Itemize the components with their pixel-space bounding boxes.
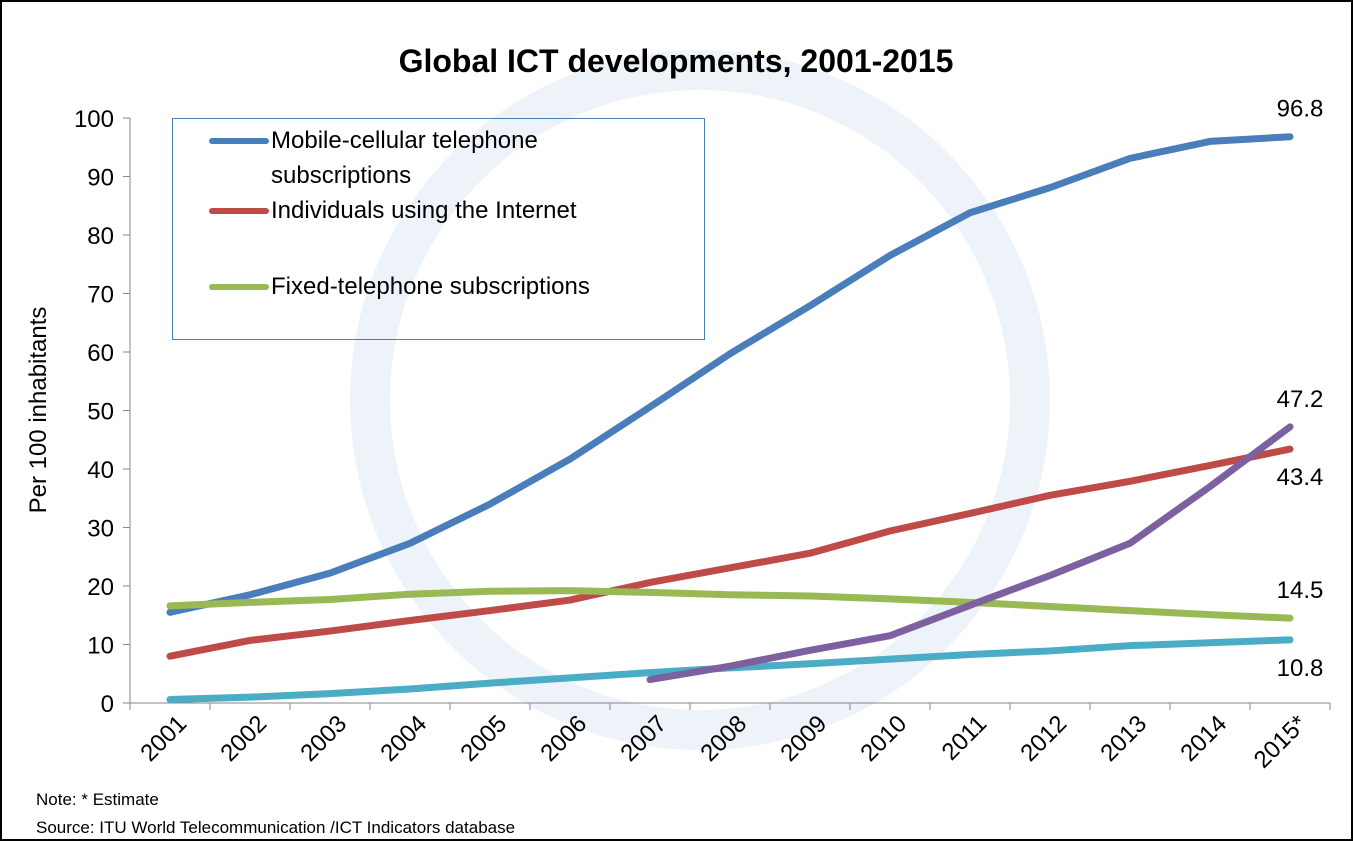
y-tick-label: 10 xyxy=(87,633,114,660)
series-line xyxy=(166,445,1294,660)
legend-swatch xyxy=(209,208,269,214)
y-tick-label: 90 xyxy=(87,165,114,192)
legend-entry: Fixed-telephone subscriptions xyxy=(209,269,629,304)
legend-label: Fixed-telephone subscriptions xyxy=(271,273,590,300)
data-label: 96.8 xyxy=(1277,96,1324,123)
y-tick-label: 20 xyxy=(87,574,114,601)
source: Source: ITU World Telecommunication /ICT… xyxy=(36,818,515,837)
legend-label: Mobile-cellular telephone subscriptions xyxy=(271,127,538,189)
legend-swatch xyxy=(209,138,269,144)
note: Note: * Estimate xyxy=(36,790,159,809)
data-label: 43.4 xyxy=(1277,464,1324,491)
y-tick-label: 70 xyxy=(87,282,114,309)
y-tick-label: 100 xyxy=(74,106,114,133)
y-tick-label: 50 xyxy=(87,399,114,426)
legend-entry: Individuals using the Internet xyxy=(209,193,629,228)
watermark xyxy=(350,50,1050,750)
data-label: 47.2 xyxy=(1277,386,1324,413)
series-line xyxy=(166,133,1294,616)
data-label: 14.5 xyxy=(1277,577,1324,604)
y-tick-label: 0 xyxy=(101,691,114,718)
y-tick-label: 80 xyxy=(87,223,114,250)
chart-title: Global ICT developments, 2001-2015 xyxy=(399,43,954,79)
y-tick-label: 40 xyxy=(87,457,114,484)
y-axis-label: Per 100 inhabitants xyxy=(25,307,52,514)
series-line xyxy=(646,423,1294,684)
legend: Mobile-cellular telephone subscriptions I… xyxy=(172,118,705,340)
legend-entry: Mobile-cellular telephone subscriptions xyxy=(209,123,629,193)
series-line xyxy=(166,587,1294,622)
data-label: 10.8 xyxy=(1277,655,1324,682)
legend-label: Individuals using the Internet xyxy=(271,197,577,224)
y-tick-label: 30 xyxy=(87,516,114,543)
y-tick-label: 60 xyxy=(87,340,114,367)
legend-swatch xyxy=(209,284,269,290)
